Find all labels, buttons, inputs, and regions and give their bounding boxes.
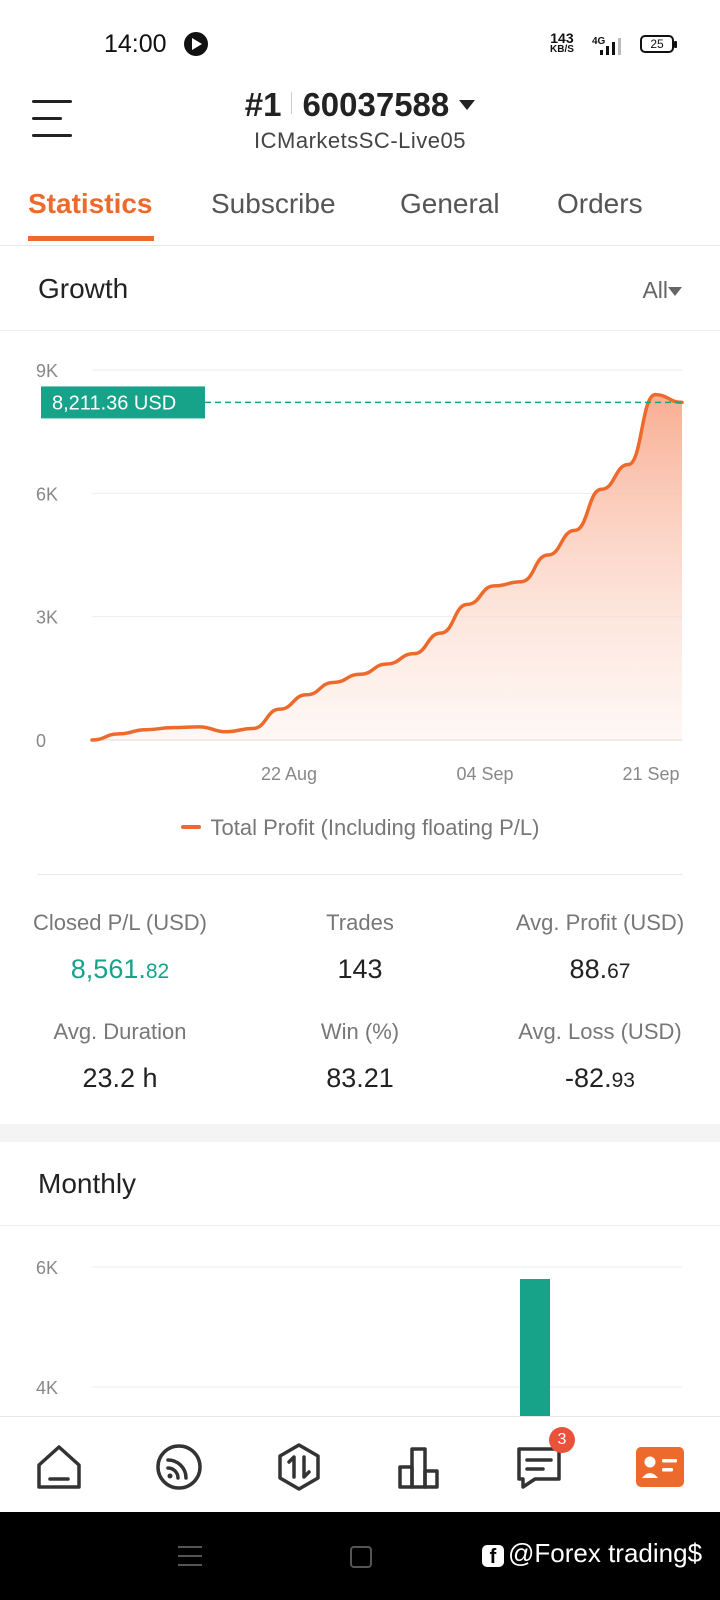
status-time: 14:00 xyxy=(104,30,167,58)
chevron-down-icon xyxy=(459,100,476,110)
home-icon[interactable] xyxy=(33,1441,85,1493)
watermark: f @Forex trading$ xyxy=(482,1538,702,1569)
bottom-nav: 3 xyxy=(0,1416,720,1512)
stat-label: Closed P/L (USD) xyxy=(32,910,207,935)
growth-legend: Total Profit (Including floating P/L) xyxy=(0,815,720,841)
menu-icon[interactable] xyxy=(32,100,74,140)
stat-trades: Trades 143 xyxy=(240,910,480,985)
current-value-label: 8,211.36 USD xyxy=(52,392,176,414)
facebook-icon: f xyxy=(482,1545,504,1568)
server-name: ICMarketsSC-Live05 xyxy=(254,128,466,153)
monthly-bar xyxy=(520,1279,550,1420)
battery-icon: 25 xyxy=(640,35,677,53)
stat-label: Avg. Profit (USD) xyxy=(515,910,685,935)
chat-badge: 3 xyxy=(549,1427,575,1453)
signal-icon: 4G xyxy=(592,36,621,55)
trade-icon[interactable] xyxy=(273,1441,325,1493)
active-tab-indicator xyxy=(28,236,154,241)
range-filter[interactable]: All xyxy=(642,277,668,303)
stat-closed-pl: Closed P/L (USD) 8,561.82 xyxy=(0,910,240,985)
y-tick-label: 9K xyxy=(36,361,58,381)
profile-icon[interactable] xyxy=(634,1441,686,1493)
stat-value: 83.21 xyxy=(326,1063,394,1093)
tab-subscribe[interactable]: Subscribe xyxy=(211,188,336,219)
stat-value: 143 xyxy=(337,954,383,984)
stat-value: 8,561.82 xyxy=(70,954,170,984)
legend-swatch xyxy=(180,825,201,829)
stat-value: 88.67 xyxy=(569,954,631,984)
legend-label: Total Profit (Including floating P/L) xyxy=(210,815,540,840)
recent-apps-icon[interactable] xyxy=(178,1546,202,1566)
account-number: 60037588 xyxy=(302,86,450,123)
stat-win: Win (%) 83.21 xyxy=(240,1019,480,1094)
x-tick-label: 04 Sep xyxy=(456,764,513,784)
stat-label: Trades xyxy=(326,910,394,935)
account-selector[interactable]: #1 60037588 xyxy=(0,86,720,124)
signals-icon[interactable] xyxy=(153,1441,205,1493)
y-tick-label: 4K xyxy=(36,1378,58,1398)
x-tick-label: 21 Sep xyxy=(622,764,679,784)
x-tick-label: 22 Aug xyxy=(261,764,317,784)
stat-label: Avg. Duration xyxy=(53,1019,187,1044)
chat-icon xyxy=(517,1447,561,1489)
stat-avg-profit: Avg. Profit (USD) 88.67 xyxy=(480,910,720,985)
stat-value: -82.93 xyxy=(565,1063,635,1093)
chevron-down-icon[interactable] xyxy=(668,287,682,296)
growth-header: Growth All xyxy=(0,247,720,331)
network-speed-unit: KB/S xyxy=(550,44,574,55)
y-tick-label: 0 xyxy=(36,731,46,751)
stat-label: Win (%) xyxy=(320,1019,400,1044)
account-rank: #1 xyxy=(244,86,282,123)
growth-series-line xyxy=(90,392,684,742)
tab-general[interactable]: General xyxy=(400,188,500,219)
system-nav-bar: f @Forex trading$ xyxy=(0,1512,720,1600)
y-tick-label: 6K xyxy=(36,484,58,504)
stat-avg-duration: Avg. Duration 23.2 h xyxy=(0,1019,240,1094)
monthly-header: Monthly xyxy=(0,1142,720,1226)
chat-nav-item[interactable]: 3 xyxy=(513,1427,575,1493)
current-value-badge xyxy=(41,386,205,419)
growth-area xyxy=(92,394,682,740)
growth-chart: 8,211.36 USD 0 3K 6K 9K 22 Aug 04 Sep 21 Sep xyxy=(36,361,684,784)
stat-avg-loss: Avg. Loss (USD) -82.93 xyxy=(480,1019,720,1094)
divider xyxy=(38,874,682,875)
stat-value: 23.2 h xyxy=(82,1063,158,1093)
stat-label: Avg. Loss (USD) xyxy=(518,1019,682,1044)
monthly-title: Monthly xyxy=(38,1168,137,1199)
home-button-icon[interactable] xyxy=(350,1546,372,1568)
tab-orders[interactable]: Orders xyxy=(557,188,643,219)
chart-icon[interactable] xyxy=(393,1441,445,1493)
network-speed-value: 143 xyxy=(550,30,574,46)
y-tick-label: 6K xyxy=(36,1258,58,1278)
network-type: 4G xyxy=(592,36,606,47)
y-tick-label: 3K xyxy=(36,608,58,628)
tab-statistics[interactable]: Statistics xyxy=(28,188,153,219)
section-gap xyxy=(0,1124,720,1142)
growth-title: Growth xyxy=(38,273,129,304)
status-bar: 14:00 143 KB/S 4G 25 xyxy=(0,0,720,88)
monthly-chart: 4K 6K xyxy=(36,1258,682,1420)
tab-bar: Statistics Subscribe General Orders xyxy=(0,180,720,246)
network-speed: 143 KB/S xyxy=(550,30,574,56)
media-play-icon xyxy=(184,32,208,56)
